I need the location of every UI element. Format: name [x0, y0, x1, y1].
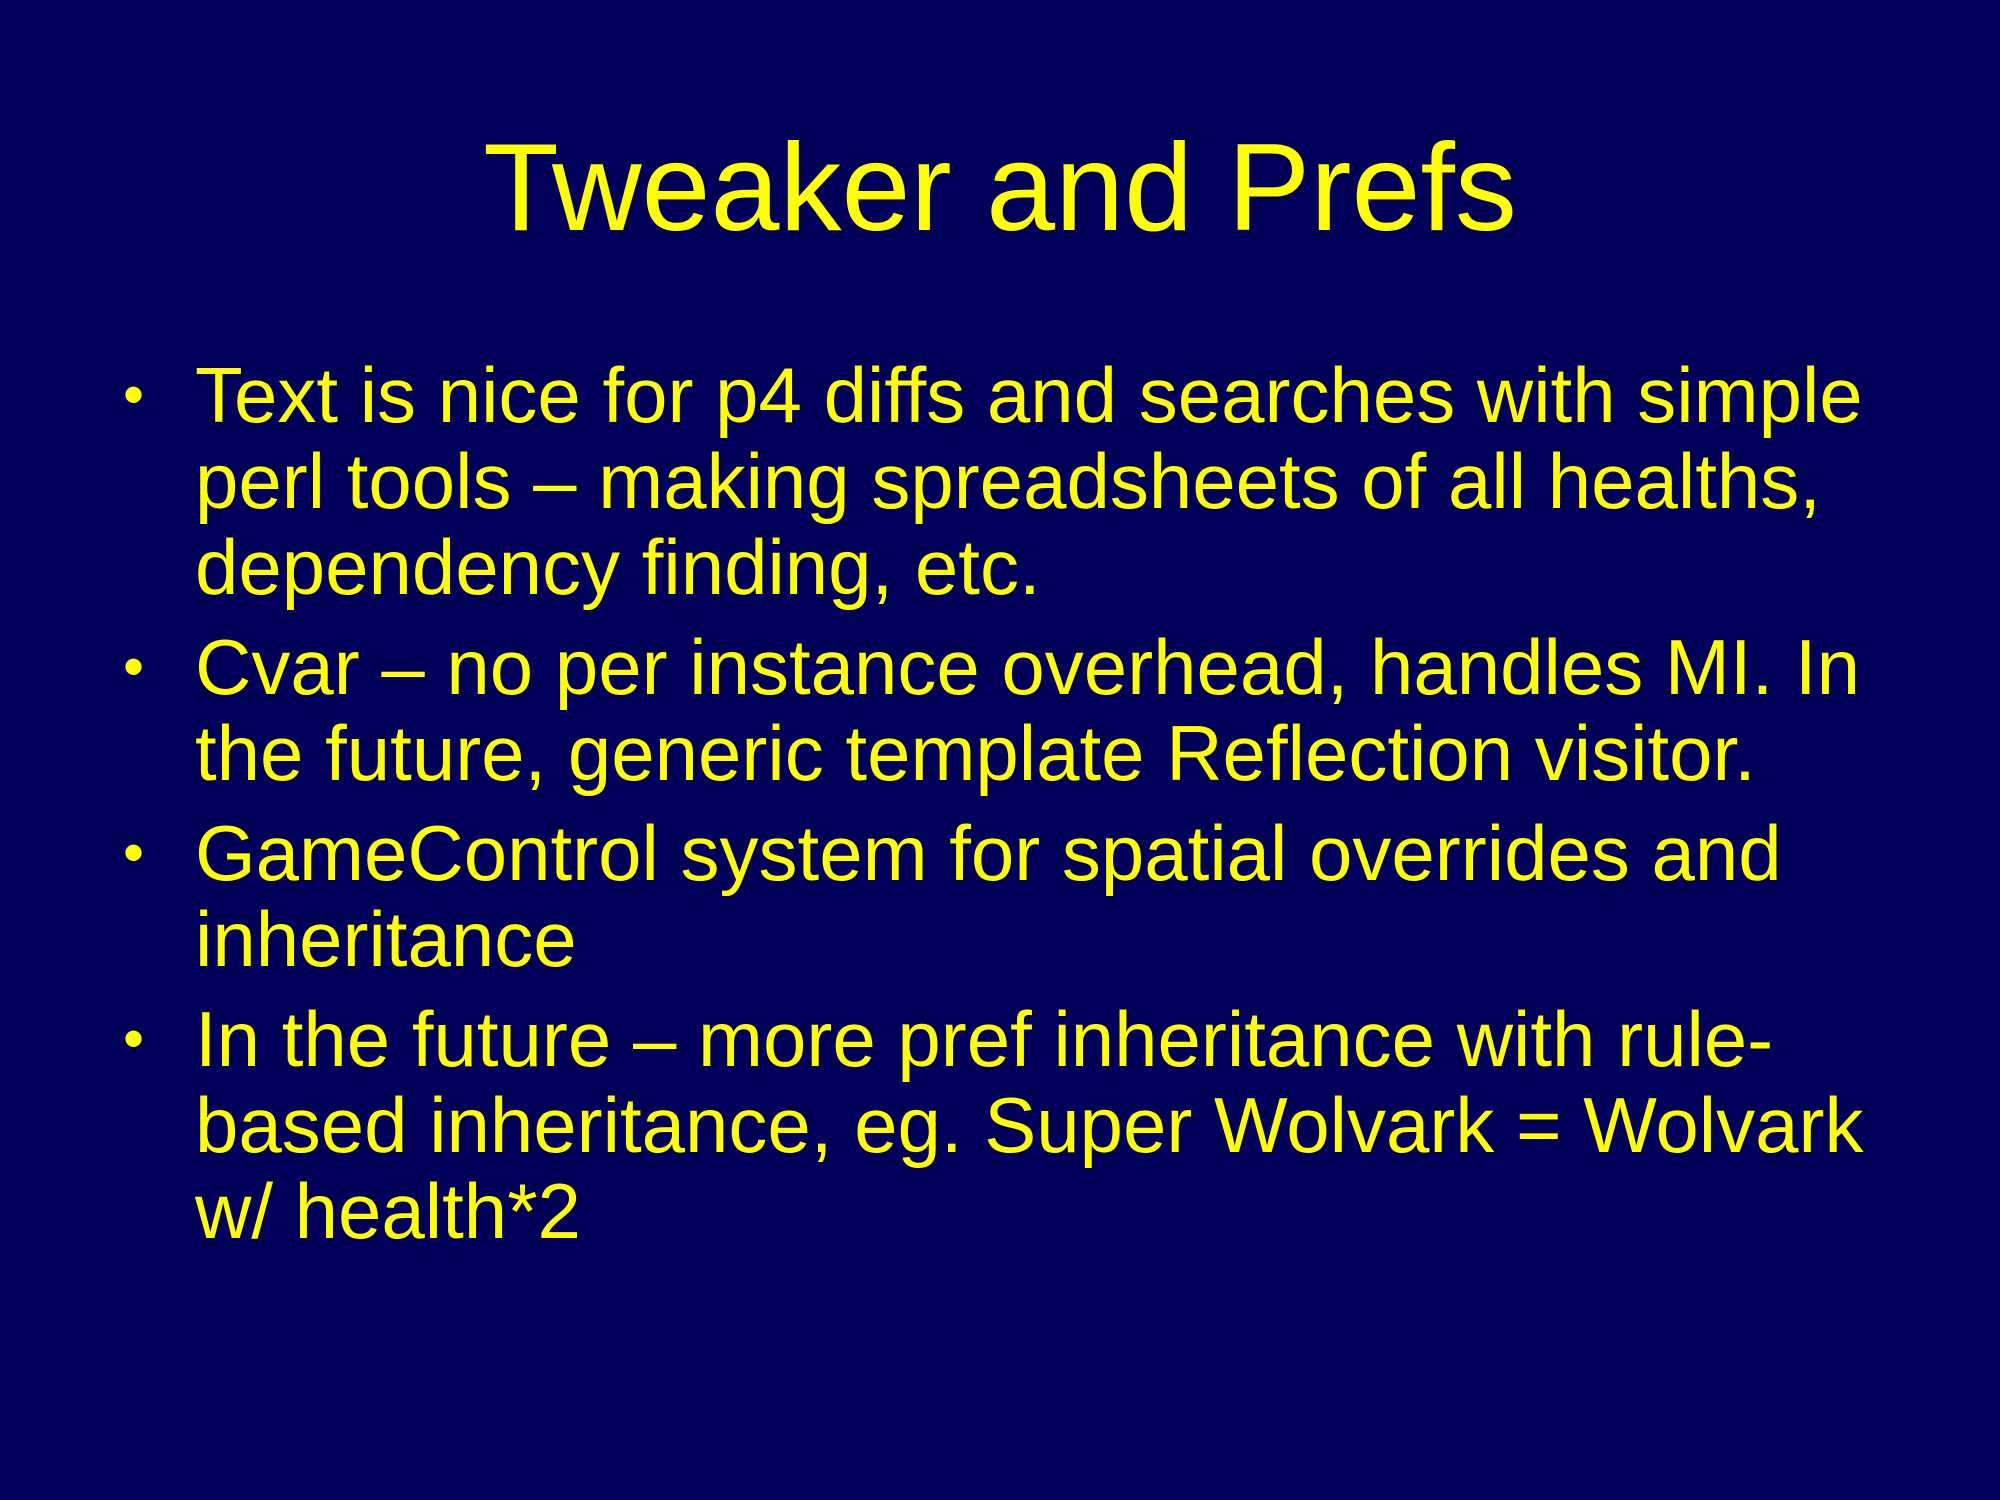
bullet-list: • Text is nice for p4 diffs and searches…	[115, 352, 1895, 1268]
bullet-dot-icon: •	[123, 819, 145, 886]
bullet-item: • GameControl system for spatial overrid…	[115, 810, 1895, 982]
bullet-item: • In the future – more pref inheritance …	[115, 996, 1895, 1254]
bullet-item: • Text is nice for p4 diffs and searches…	[115, 352, 1895, 610]
slide-title: Tweaker and Prefs	[483, 119, 1517, 257]
bullet-text: Text is nice for p4 diffs and searches w…	[195, 351, 1863, 611]
bullet-text: In the future – more pref inheritance wi…	[195, 995, 1864, 1255]
bullet-dot-icon: •	[123, 633, 145, 700]
bullet-text: Cvar – no per instance overhead, handles…	[195, 623, 1860, 797]
bullet-item: • Cvar – no per instance overhead, handl…	[115, 624, 1895, 796]
bullet-dot-icon: •	[123, 361, 145, 428]
bullet-text: GameControl system for spatial overrides…	[195, 809, 1782, 983]
bullet-dot-icon: •	[123, 1005, 145, 1072]
